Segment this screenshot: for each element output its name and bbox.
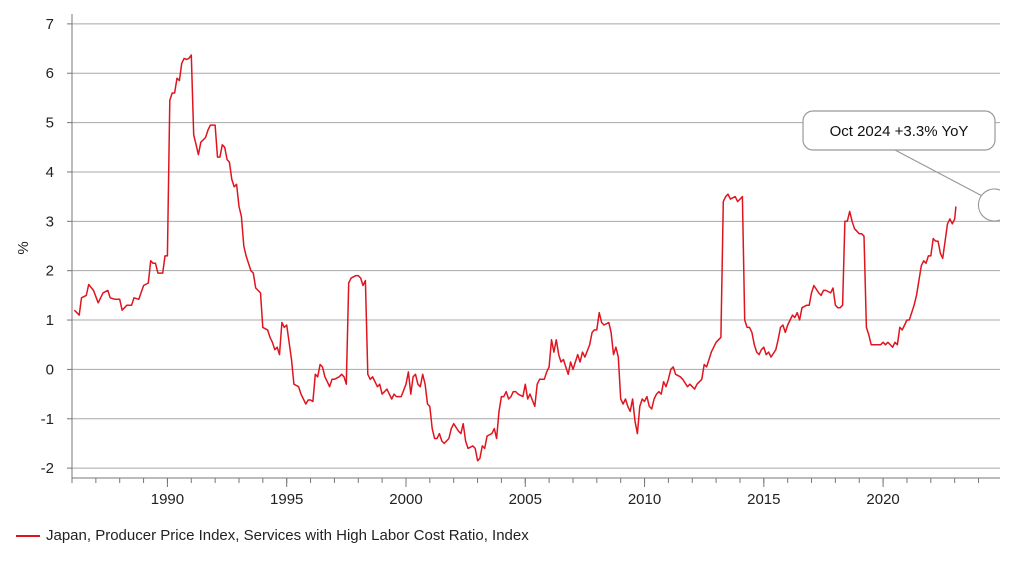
legend-label: Japan, Producer Price Index, Services wi…	[46, 527, 529, 544]
y-tick-label: -1	[41, 411, 54, 428]
y-tick-label: 2	[46, 263, 54, 280]
legend: Japan, Producer Price Index, Services wi…	[16, 527, 529, 544]
annotation-text: Oct 2024 +3.3% YoY	[830, 123, 969, 140]
series-group	[73, 54, 957, 462]
y-tick-label: 5	[46, 115, 54, 132]
y-tick-label: 6	[46, 65, 54, 82]
x-axis-ticks: 1990 1995 2000 2005 2010 2015 2020	[71, 478, 980, 508]
x-tick-label: 2015	[747, 491, 780, 508]
x-tick-label: 2000	[389, 491, 422, 508]
y-tick-label: 4	[46, 164, 54, 181]
series-line	[73, 54, 957, 462]
y-axis-title: %	[15, 241, 32, 254]
annotation: Oct 2024 +3.3% YoY	[802, 110, 1001, 222]
gridlines	[72, 23, 1000, 469]
annotation-circle	[977, 188, 1001, 222]
y-tick-label: -2	[41, 460, 54, 477]
x-tick-label: 1995	[270, 491, 303, 508]
x-tick-label: 2010	[628, 491, 661, 508]
legend-swatch	[16, 534, 40, 537]
y-tick-label: 7	[46, 16, 54, 33]
y-axis-ticks: -2 -1 0 1 2 3 4 5 6 7	[41, 16, 72, 477]
y-tick-label: 1	[46, 312, 54, 329]
x-tick-label: 2005	[509, 491, 542, 508]
y-tick-label: 3	[46, 213, 54, 230]
x-tick-label: 1990	[151, 491, 184, 508]
x-tick-label: 2020	[866, 491, 899, 508]
annotation-box	[802, 110, 996, 151]
y-tick-label: 0	[46, 361, 54, 378]
annotation-pointer	[894, 149, 987, 199]
